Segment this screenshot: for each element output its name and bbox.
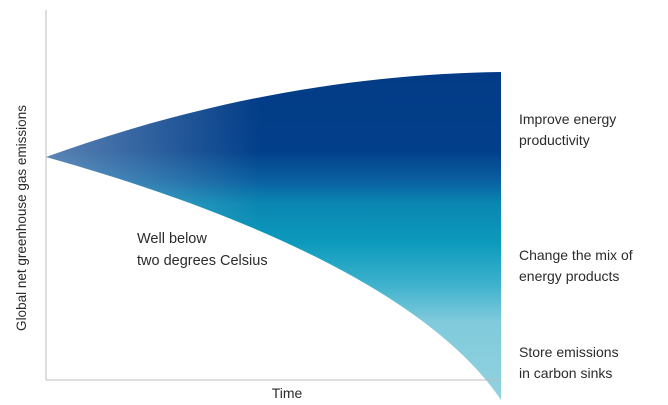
y-axis-label: Global net greenhouse gas emissions [14,105,29,331]
x-axis-label: Time [272,385,303,401]
band-label-energy-productivity-2: productivity [519,132,590,148]
annotation-line-2: two degrees Celsius [137,253,268,269]
band-label-carbon-sinks-1: Store emissions [519,344,619,360]
annotation-line-1: Well below [137,231,207,247]
band-label-carbon-sinks-2: in carbon sinks [519,365,612,381]
emissions-fan-fade [46,72,501,400]
band-label-energy-mix-2: energy products [519,268,619,284]
band-label-energy-mix-1: Change the mix of [519,247,633,263]
band-label-energy-productivity-1: Improve energy [519,111,616,127]
